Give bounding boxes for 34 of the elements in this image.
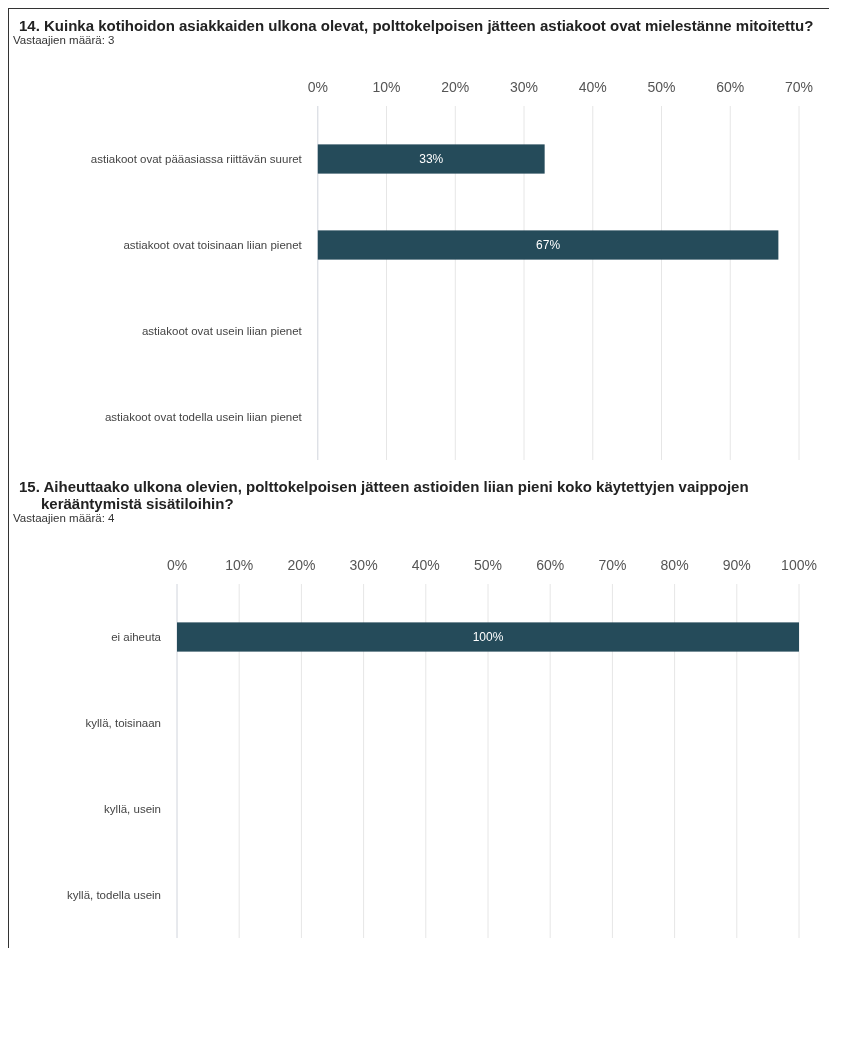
x-tick-label: 30% <box>349 557 378 573</box>
data-label: 100% <box>472 630 504 645</box>
x-tick-label: 100% <box>781 557 817 573</box>
chart-title: 15. Aiheuttaako ulkona olevien, polttokelpoisen jätteen astioiden liian pieni koko käytettyjen vaippojen kerääntymistä sisätiloihin? <box>18 478 750 512</box>
x-tick-label: 50% <box>473 557 503 573</box>
y-tick-label: ei aiheuta <box>111 631 162 644</box>
y-tick-label: astiakoot ovat toisinaan liian pienet <box>123 239 303 252</box>
x-tick-label: 20% <box>441 79 470 95</box>
text: Vastaajien määrä: 4 <box>13 512 116 524</box>
x-tick-label: 30% <box>510 79 539 95</box>
y-tick-label: astiakoot ovat pääasiassa riittävän suuret <box>90 153 303 166</box>
data-label: 67% <box>536 238 561 253</box>
x-tick-label: 50% <box>647 79 676 95</box>
x-tick-label: 20% <box>287 557 316 573</box>
y-tick-label: astiakoot ovat todella usein liian pienet <box>104 411 303 424</box>
x-tick-label: 10% <box>372 79 401 95</box>
x-tick-label: 40% <box>411 557 440 573</box>
x-tick-label: 60% <box>716 79 745 95</box>
x-tick-label: 80% <box>660 557 689 573</box>
x-tick-label: 0% <box>166 557 188 573</box>
y-tick-label: astiakoot ovat usein liian pienet <box>141 325 303 338</box>
x-tick-label: 40% <box>578 79 607 95</box>
x-tick-label: 70% <box>598 557 627 573</box>
x-tick-label: 0% <box>307 79 328 95</box>
data-label: 33% <box>419 152 444 167</box>
y-tick-label: kyllä, todella usein <box>67 889 161 902</box>
y-tick-label: kyllä, toisinaan <box>85 717 161 730</box>
x-tick-label: 70% <box>784 79 814 95</box>
x-tick-label: 60% <box>536 557 565 573</box>
x-tick-label: 90% <box>722 557 751 573</box>
text: Vastaajien määrä: 3 <box>13 34 116 46</box>
chart-title: 14. Kuinka kotihoidon asiakkaiden ulkona olevat, polttokelpoisen jätteen astiakoot ovat mielestänne mitoitettu? <box>18 17 815 34</box>
y-tick-label: kyllä, usein <box>104 803 161 816</box>
x-tick-label: 10% <box>225 557 254 573</box>
